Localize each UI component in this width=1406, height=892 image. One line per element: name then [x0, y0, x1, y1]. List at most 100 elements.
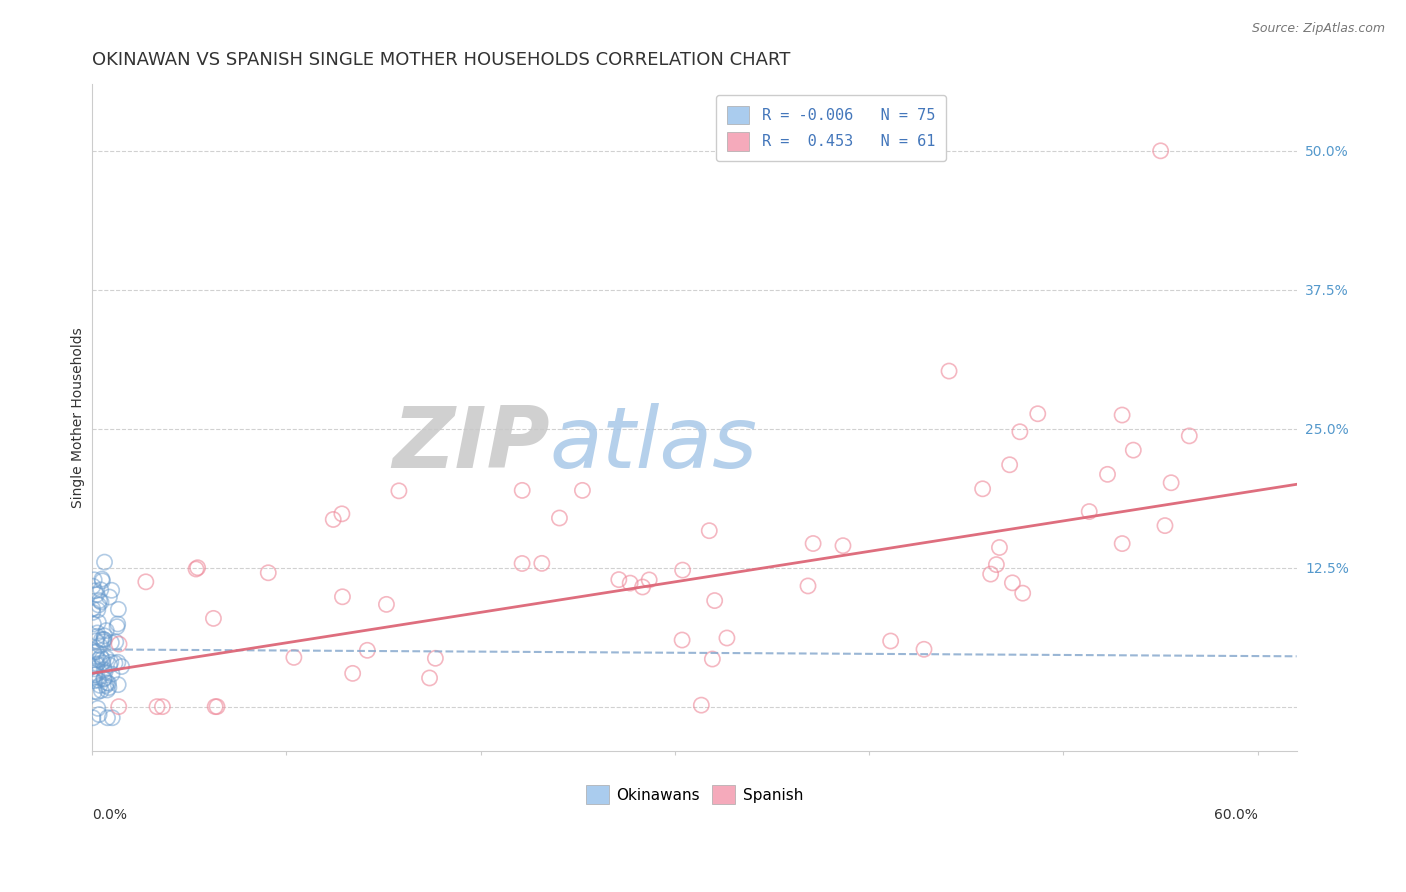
Point — [89, 678, 111, 692]
Point — [1001, 575, 1024, 590]
Point — [801, 536, 824, 550]
Point — [107, 678, 129, 692]
Point — [82, 659, 104, 673]
Point — [1078, 505, 1101, 519]
Point — [87, 603, 110, 617]
Point — [86, 626, 108, 640]
Point — [83, 645, 105, 659]
Point — [86, 629, 108, 643]
Point — [82, 606, 104, 620]
Point — [98, 590, 121, 604]
Point — [619, 576, 641, 591]
Point — [82, 617, 104, 632]
Point — [1111, 408, 1133, 422]
Point — [631, 580, 654, 594]
Point — [152, 699, 174, 714]
Point — [86, 685, 108, 699]
Point — [82, 711, 104, 725]
Point — [105, 620, 128, 634]
Point — [86, 645, 108, 659]
Point — [90, 595, 112, 609]
Point — [101, 667, 124, 681]
Point — [83, 662, 105, 676]
Point — [375, 598, 398, 612]
Point — [980, 567, 1002, 582]
Text: Source: ZipAtlas.com: Source: ZipAtlas.com — [1251, 22, 1385, 36]
Point — [104, 635, 127, 649]
Point — [332, 590, 354, 604]
Point — [91, 652, 114, 666]
Point — [97, 676, 120, 690]
Point — [322, 512, 344, 526]
Point — [330, 507, 353, 521]
Point — [1160, 475, 1182, 490]
Point — [84, 583, 107, 598]
Point — [96, 675, 118, 690]
Point — [697, 524, 720, 538]
Point — [90, 650, 112, 665]
Point — [82, 601, 104, 615]
Point — [107, 602, 129, 616]
Point — [86, 657, 108, 672]
Point — [988, 541, 1011, 555]
Point — [91, 574, 114, 588]
Text: 60.0%: 60.0% — [1213, 808, 1258, 822]
Point — [107, 617, 129, 632]
Point — [146, 699, 169, 714]
Point — [86, 649, 108, 664]
Point — [93, 672, 115, 686]
Point — [104, 656, 127, 670]
Point — [90, 582, 112, 597]
Point — [356, 643, 378, 657]
Point — [100, 655, 122, 669]
Point — [638, 573, 661, 587]
Point — [1111, 536, 1133, 550]
Point — [107, 699, 129, 714]
Point — [84, 633, 107, 648]
Point — [690, 698, 713, 713]
Point — [530, 557, 553, 571]
Text: OKINAWAN VS SPANISH SINGLE MOTHER HOUSEHOLDS CORRELATION CHART: OKINAWAN VS SPANISH SINGLE MOTHER HOUSEH… — [93, 51, 790, 69]
Point — [87, 673, 110, 688]
Point — [94, 665, 117, 680]
Point — [879, 634, 901, 648]
Point — [93, 632, 115, 647]
Point — [671, 633, 693, 648]
Point — [84, 667, 107, 681]
Point — [1097, 467, 1119, 482]
Point — [419, 671, 441, 685]
Point — [548, 511, 571, 525]
Point — [98, 658, 121, 673]
Point — [93, 634, 115, 648]
Point — [83, 668, 105, 682]
Point — [97, 681, 120, 695]
Point — [187, 560, 209, 574]
Point — [83, 673, 105, 688]
Point — [96, 711, 118, 725]
Point — [1008, 425, 1031, 439]
Point — [87, 598, 110, 612]
Point — [986, 558, 1008, 572]
Point — [283, 650, 305, 665]
Point — [510, 557, 533, 571]
Point — [107, 655, 129, 669]
Point — [89, 639, 111, 653]
Point — [87, 653, 110, 667]
Point — [96, 683, 118, 698]
Point — [90, 683, 112, 698]
Point — [91, 656, 114, 670]
Point — [204, 699, 226, 714]
Point — [938, 364, 960, 378]
Point — [1149, 144, 1171, 158]
Point — [94, 679, 117, 693]
Point — [90, 632, 112, 647]
Point — [1178, 429, 1201, 443]
Point — [510, 483, 533, 498]
Point — [342, 666, 364, 681]
Point — [671, 563, 693, 577]
Point — [1122, 443, 1144, 458]
Point — [832, 539, 855, 553]
Legend: Okinawans, Spanish: Okinawans, Spanish — [579, 780, 810, 810]
Point — [89, 593, 111, 607]
Point — [1154, 518, 1177, 533]
